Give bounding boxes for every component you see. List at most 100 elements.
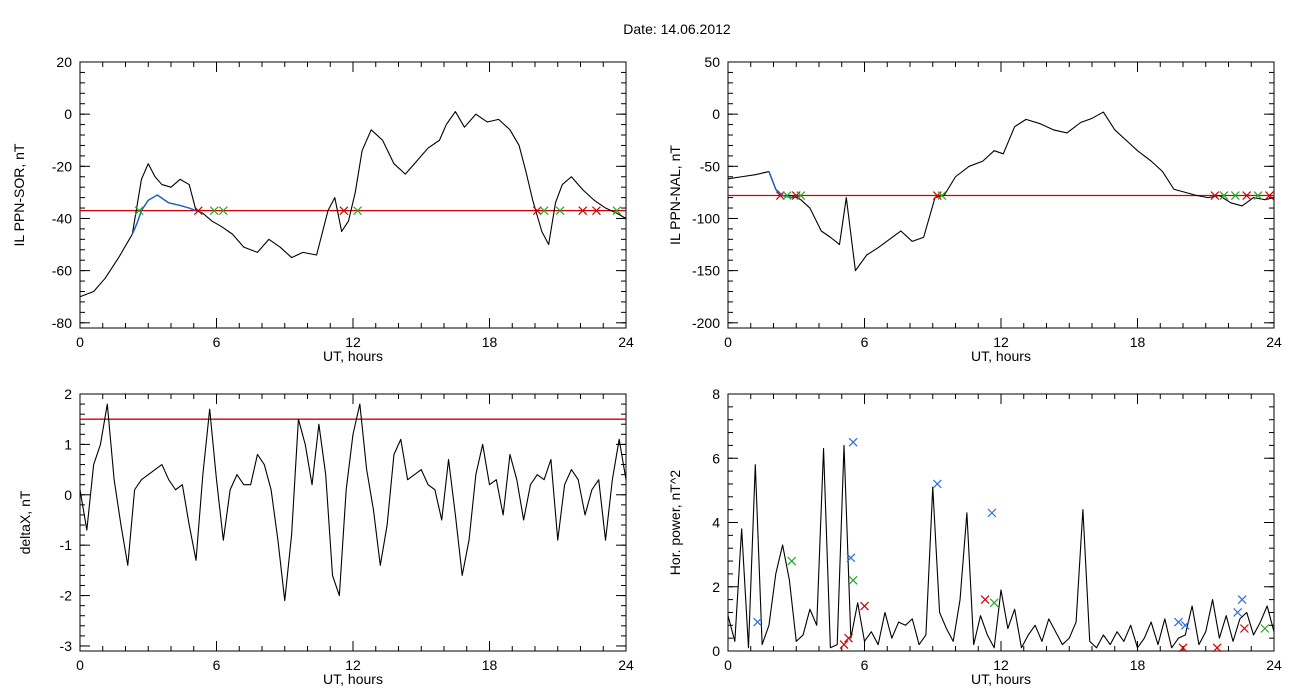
y-tick-label: 0 <box>64 487 72 503</box>
marker-stroke <box>844 633 853 643</box>
y-tick-label: -40 <box>52 210 72 226</box>
marker-stroke <box>787 556 797 566</box>
x-tick-label: 6 <box>861 334 869 350</box>
y-tick-label: 50 <box>704 54 720 70</box>
x-tick-label: 18 <box>482 334 498 350</box>
blue-series-line <box>131 194 197 235</box>
marker-stroke <box>1219 191 1229 200</box>
marker-stroke <box>209 206 219 216</box>
marker-stroke <box>1265 191 1274 200</box>
x-tick-label: 18 <box>1130 334 1146 350</box>
marker-stroke <box>134 206 144 216</box>
marker-stroke <box>1180 620 1190 630</box>
y-axis-label: IL PPN-SOR, nT <box>11 143 27 246</box>
marker-stroke <box>1212 643 1222 653</box>
marker-stroke <box>218 206 228 216</box>
y-tick-label: 2 <box>712 579 720 595</box>
chart-panel: 0 6 12 18 24 2 1 0 -1 -2 -3 UT, hours deltaX, nT <box>17 386 634 687</box>
y-tick-label: -2 <box>60 588 73 604</box>
x-tick-label: 0 <box>76 657 84 673</box>
y-axis-label: Hor. power, nT^2 <box>667 470 683 576</box>
y-tick-label: -100 <box>692 210 720 226</box>
y-tick-label: -200 <box>692 315 720 331</box>
x-axis-label: UT, hours <box>323 348 383 364</box>
y-tick-label: -80 <box>52 315 72 331</box>
x-tick-label: 6 <box>861 657 869 673</box>
y-axis-label: deltaX, nT <box>17 490 33 554</box>
marker-stroke <box>555 206 565 216</box>
marker-stroke <box>846 553 856 563</box>
x-tick-label: 24 <box>1266 657 1282 673</box>
x-tick-label: 0 <box>724 657 732 673</box>
x-tick-label: 12 <box>993 334 1009 350</box>
y-tick-label: 4 <box>712 515 720 531</box>
marker-stroke <box>980 595 990 605</box>
marker-stroke <box>848 575 858 585</box>
x-tick-label: 0 <box>724 334 732 350</box>
series-line <box>727 111 1275 272</box>
marker-stroke <box>1240 624 1249 633</box>
series-line <box>727 444 1275 649</box>
y-tick-label: 2 <box>64 386 72 402</box>
x-tick-label: 24 <box>1266 334 1282 350</box>
y-tick-label: 20 <box>56 54 72 70</box>
y-tick-label: 0 <box>712 643 720 659</box>
y-tick-label: -3 <box>60 638 73 654</box>
marker-stroke <box>1237 595 1247 605</box>
y-tick-label: -20 <box>52 158 72 174</box>
marker-stroke <box>839 640 849 649</box>
marker-stroke <box>753 617 762 627</box>
y-axis-label: IL PPN-NAL, nT <box>667 145 683 245</box>
marker-stroke <box>1242 191 1252 200</box>
series-line <box>79 111 627 298</box>
x-tick-label: 6 <box>213 657 221 673</box>
y-tick-label: -150 <box>692 263 720 279</box>
x-tick-label: 18 <box>482 657 498 673</box>
marker-stroke <box>1260 624 1270 633</box>
marker-stroke <box>775 191 785 200</box>
marker-stroke <box>937 191 947 200</box>
y-tick-label: 1 <box>64 436 72 452</box>
marker-stroke <box>592 206 601 216</box>
x-tick-label: 12 <box>345 334 361 350</box>
x-tick-label: 24 <box>618 334 634 350</box>
chart-panel: 0 6 12 18 24 8 6 4 2 0 UT, hours Hor. power, nT^2 <box>667 386 1282 687</box>
y-tick-label: -1 <box>60 537 73 553</box>
marker-stroke <box>539 206 549 216</box>
marker-stroke <box>989 598 999 608</box>
marker-stroke <box>796 191 806 200</box>
chart-panel: 0 6 12 18 24 20 0 -20 -40 -60 -80 UT, hours IL PPN-S… <box>11 54 634 364</box>
x-axis-label: UT, hours <box>971 348 1031 364</box>
marker-stroke <box>987 508 997 518</box>
x-tick-label: 0 <box>76 334 84 350</box>
x-tick-label: 6 <box>213 334 221 350</box>
y-tick-label: 0 <box>64 106 72 122</box>
marker-stroke <box>1174 617 1183 627</box>
marker-stroke <box>532 206 542 216</box>
marker-stroke <box>782 191 792 200</box>
marker-stroke <box>1230 191 1240 200</box>
x-axis-label: UT, hours <box>323 671 383 687</box>
marker-stroke <box>578 206 588 216</box>
x-tick-label: 12 <box>345 657 361 673</box>
marker-stroke <box>1210 191 1220 200</box>
y-tick-label: 6 <box>712 450 720 466</box>
marker-stroke <box>339 206 349 216</box>
marker-stroke <box>848 437 858 447</box>
x-axis-label: UT, hours <box>971 671 1031 687</box>
x-tick-label: 18 <box>1130 657 1146 673</box>
marker-stroke <box>1178 643 1188 653</box>
y-tick-label: -60 <box>52 263 72 279</box>
y-tick-label: 8 <box>712 386 720 402</box>
marker-stroke <box>193 206 203 216</box>
y-tick-label: -50 <box>700 158 720 174</box>
x-tick-label: 24 <box>618 657 634 673</box>
chart-panel: 0 6 12 18 24 50 0 -50 -100 -150 -200 UT, hours IL PP… <box>667 54 1282 364</box>
x-tick-label: 12 <box>993 657 1009 673</box>
marker-stroke <box>353 206 362 216</box>
marker-stroke <box>1253 191 1263 200</box>
marker-stroke <box>860 601 869 611</box>
